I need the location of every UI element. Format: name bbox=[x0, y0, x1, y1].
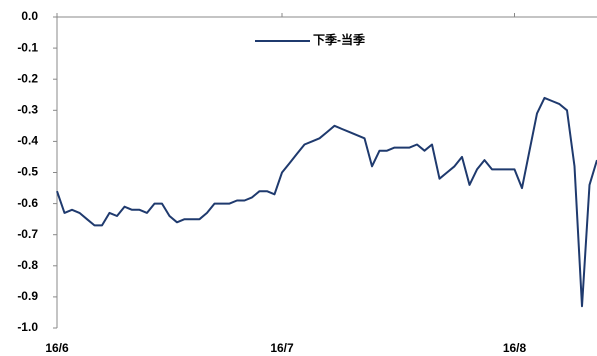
y-tick-label: 0.0 bbox=[21, 9, 38, 23]
y-tick-label: -1.0 bbox=[17, 320, 38, 334]
y-tick-label: -0.8 bbox=[17, 258, 38, 272]
x-tick-label: 16/7 bbox=[270, 341, 294, 355]
legend-label: 下季-当季 bbox=[313, 32, 366, 47]
y-tick-label: -0.3 bbox=[17, 102, 38, 116]
y-tick-label: -0.6 bbox=[17, 196, 38, 210]
y-tick-label: -0.9 bbox=[17, 289, 38, 303]
y-tick-label: -0.2 bbox=[17, 71, 38, 85]
y-tick-label: -0.5 bbox=[17, 165, 38, 179]
x-tick-label: 16/6 bbox=[45, 341, 69, 355]
y-tick-label: -0.7 bbox=[17, 227, 38, 241]
y-tick-label: -0.4 bbox=[17, 134, 38, 148]
series-line bbox=[56, 96, 597, 308]
x-tick-label: 16/8 bbox=[503, 341, 527, 355]
y-tick-label: -0.1 bbox=[17, 40, 38, 54]
